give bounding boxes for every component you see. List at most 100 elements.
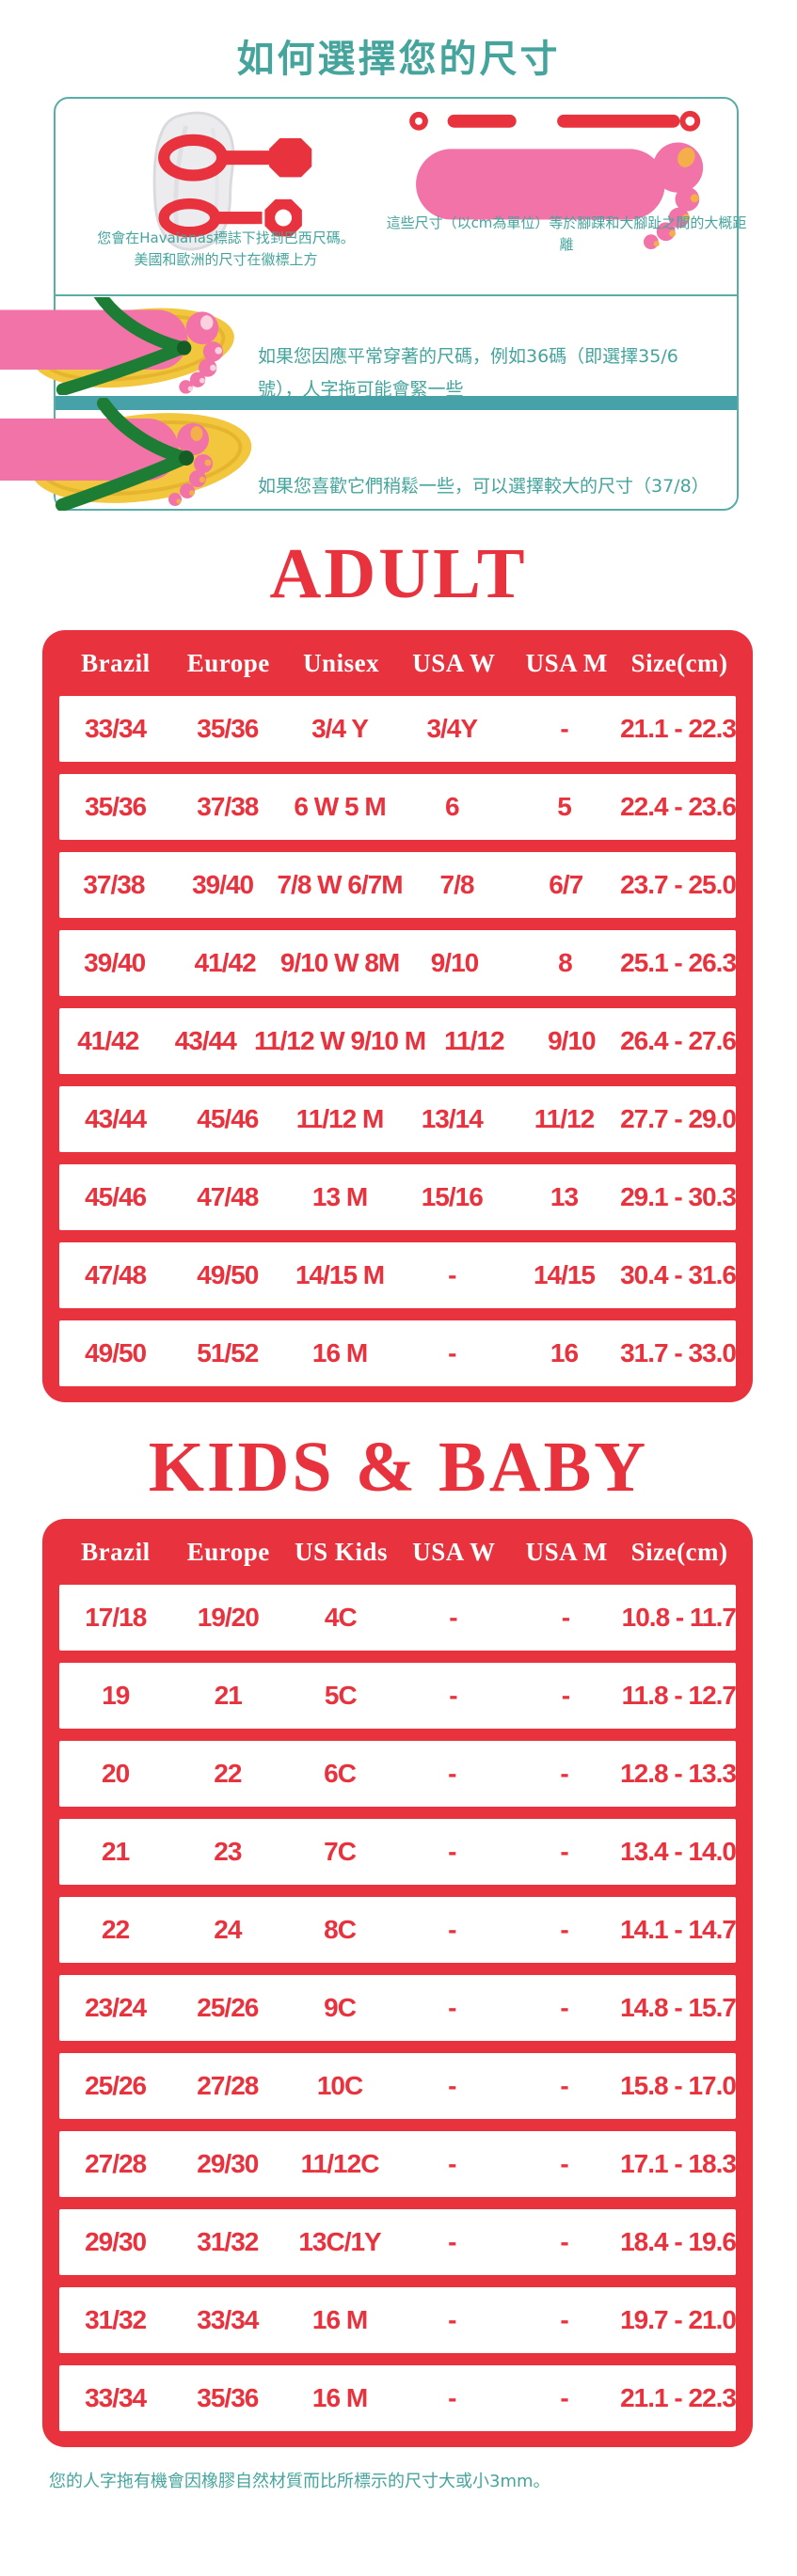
size-table-cell: -: [449, 1681, 457, 1710]
column-header-brazil: Brazil: [81, 648, 151, 677]
kids-table-header-row: Brazil Europe US Kids USA W USA M Size(c…: [59, 1519, 736, 1585]
size-table-cell: 26.4 - 27.6: [620, 1026, 737, 1055]
size-table-cell: 49/50: [197, 1260, 259, 1289]
size-table-cell: 35/36: [197, 714, 259, 743]
size-table-row: 43/44 45/46 11/12 M 13/14 11/12 27.7 - 29.0: [59, 1086, 737, 1152]
size-table-row: 45/46 47/48 13 M 15/16 13 29.1 - 30.3: [59, 1164, 737, 1230]
size-table-cell: 21.1 - 22.3: [620, 714, 737, 743]
size-table-row: 37/38 39/40 7/8 W 6/7M 7/8 6/7 23.7 - 25.0: [59, 852, 737, 918]
size-table-cell: 23.7 - 25.0: [620, 870, 737, 899]
column-header-europe: Europe: [186, 648, 270, 677]
size-table-cell: 10.8 - 11.7: [621, 1603, 737, 1632]
size-table-cell: 25/26: [85, 2071, 147, 2100]
size-table-cell: -: [560, 2383, 568, 2412]
size-table-cell: 6: [444, 792, 460, 821]
size-table-cell: 22: [214, 1759, 242, 1788]
size-table-row: 49/50 51/52 16 M - 16 31.7 - 33.0: [59, 1320, 737, 1386]
column-header-us-kids: US Kids: [295, 1537, 388, 1566]
size-table-cell: 11/12: [534, 1104, 596, 1133]
foot-measure-instruction: 這些尺寸（以cm為單位）等於腳踝和大腳趾之間的大概距離: [387, 99, 746, 294]
size-table-row: 33/34 35/36 16 M - - 21.1 - 22.3: [59, 2365, 737, 2431]
size-table-cell: -: [560, 1915, 568, 1944]
size-table-cell: 20: [102, 1759, 130, 1788]
size-table-row: 22 24 8C - - 14.1 - 14.7: [59, 1897, 737, 1963]
size-table-cell: 14/15: [533, 1260, 596, 1289]
size-table-cell: 33/34: [85, 714, 147, 743]
size-table-cell: 7/8: [439, 870, 475, 899]
size-table-cell: 22: [102, 1915, 130, 1944]
kids-size-table: Brazil Europe US Kids USA W USA M Size(c…: [42, 1519, 753, 2447]
size-table-cell: 9C: [324, 1993, 357, 2022]
size-table-cell: 13: [550, 1182, 579, 1211]
size-table-cell: -: [448, 1993, 456, 2022]
flipflop-loose-fit-illustration: [0, 398, 252, 511]
column-header-size-cm: Size(cm): [630, 648, 728, 677]
size-table-cell: 17/18: [85, 1603, 147, 1632]
size-table-cell: 23/24: [85, 1993, 147, 2022]
sole-caption-line1: 您會在Havaianas標誌下找到巴西尺碼。: [97, 229, 355, 246]
size-table-cell: 11.8 - 12.7: [621, 1681, 737, 1710]
size-table-row: 27/28 29/30 11/12C - - 17.1 - 18.3: [59, 2131, 737, 2197]
flipflop-tight-fit-illustration: [0, 297, 234, 395]
size-table-row: 20 22 6C - - 12.8 - 13.3: [59, 1741, 737, 1807]
size-table-cell: 37/38: [197, 792, 259, 821]
size-table-cell: 21: [102, 1837, 130, 1866]
size-table-cell: 8C: [324, 1915, 357, 1944]
teal-divider-band: [56, 396, 737, 410]
adult-section-heading: ADULT: [269, 534, 528, 613]
size-table-cell: -: [560, 2149, 568, 2178]
size-table-cell: 33/34: [85, 2383, 147, 2412]
size-table-row: 23/24 25/26 9C - - 14.8 - 15.7: [59, 1975, 737, 2041]
size-table-cell: 51/52: [197, 1338, 259, 1367]
size-table-row: 47/48 49/50 14/15 M - 14/15 30.4 - 31.6: [59, 1242, 737, 1308]
horizontal-divider: [56, 294, 737, 296]
size-table-cell: 11/12 W 9/10 M: [254, 1026, 426, 1055]
size-table-cell: -: [560, 1993, 568, 2022]
size-table-cell: 27/28: [197, 2071, 259, 2100]
size-table-row: 41/42 43/44 11/12 W 9/10 M 11/12 9/10 26.4 - …: [59, 1008, 737, 1074]
size-table-cell: -: [560, 714, 568, 743]
size-table-cell: 11/12C: [300, 2149, 380, 2178]
size-table-cell: 14.1 - 14.7: [620, 1915, 737, 1944]
size-table-cell: 13.4 - 14.0: [620, 1837, 737, 1866]
size-table-cell: 33/34: [197, 2305, 259, 2334]
size-table-cell: 39/40: [84, 948, 146, 977]
size-table-cell: 35/36: [85, 792, 147, 821]
size-table-cell: 17.1 - 18.3: [620, 2149, 737, 2178]
adult-table-header-row: Brazil Europe Unisex USA W USA M Size(cm…: [59, 630, 736, 696]
column-header-brazil: Brazil: [81, 1537, 151, 1566]
column-header-usa-m: USA M: [525, 648, 608, 677]
size-table-cell: 11/12: [444, 1026, 505, 1055]
size-table-cell: 31/32: [197, 2227, 259, 2256]
size-table-cell: 13C/1Y: [298, 2227, 381, 2256]
size-table-cell: 16 M: [311, 2383, 368, 2412]
fit-tight-text: 如果您因應平常穿著的尺碼，例如36碼（即選擇35/6號），人字拖可能會緊一些: [258, 346, 678, 401]
size-table-cell: 14/15 M: [295, 1260, 385, 1289]
size-table-cell: 3/4Y: [426, 714, 478, 743]
size-table-cell: 21: [214, 1681, 243, 1710]
size-table-cell: -: [560, 2071, 568, 2100]
size-table-cell: 19/20: [197, 1603, 260, 1632]
measure-instructions-row: 您會在Havaianas標誌下找到巴西尺碼。 美國和歐洲的尺寸在徽標上方: [56, 99, 746, 294]
size-table-cell: -: [560, 1837, 568, 1866]
size-table-cell: -: [561, 1681, 570, 1710]
size-table-cell: 5: [557, 792, 572, 821]
size-table-cell: -: [560, 2227, 568, 2256]
size-table-cell: 19.7 - 21.0: [620, 2305, 737, 2334]
size-table-cell: 6 W 5 M: [294, 792, 386, 821]
size-table-cell: 14.8 - 15.7: [620, 1993, 737, 2022]
size-table-row: 25/26 27/28 10C - - 15.8 - 17.0: [59, 2053, 737, 2119]
size-table-cell: 29/30: [85, 2227, 147, 2256]
size-table-cell: 45/46: [85, 1182, 147, 1211]
size-table-row: 19 21 5C - - 11.8 - 12.7: [59, 1663, 737, 1729]
size-table-cell: 47/48: [85, 1260, 147, 1289]
size-table-cell: 16 M: [311, 2305, 368, 2334]
size-table-cell: 29.1 - 30.3: [620, 1182, 737, 1211]
size-table-cell: -: [448, 2227, 456, 2256]
column-header-unisex: Unisex: [303, 648, 380, 677]
size-table-cell: 8: [558, 948, 573, 977]
size-table-cell: 18.4 - 19.6: [620, 2227, 737, 2256]
size-table-cell: 15/16: [421, 1182, 484, 1211]
size-table-cell: 30.4 - 31.6: [620, 1260, 737, 1289]
size-table-cell: -: [448, 1338, 456, 1367]
